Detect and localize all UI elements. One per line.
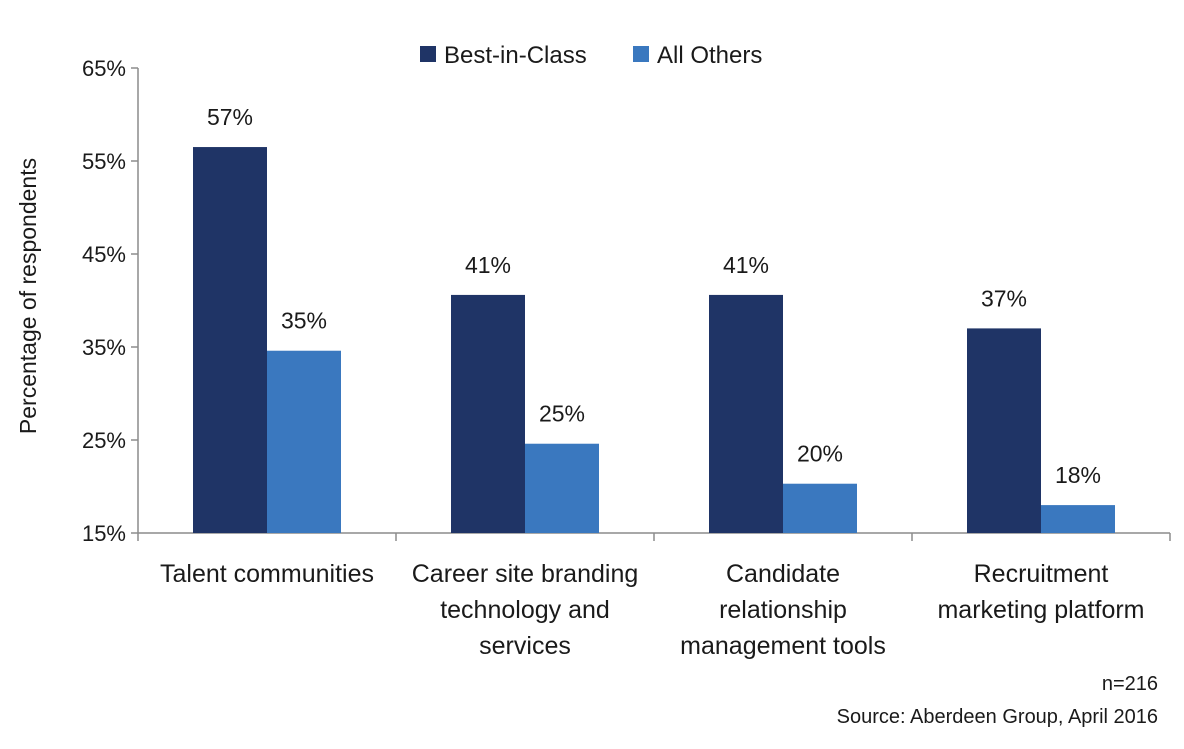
x-tick-label-line: relationship bbox=[719, 596, 847, 624]
data-label: 41% bbox=[465, 252, 511, 278]
legend-swatch bbox=[633, 46, 649, 62]
y-axis-title: Percentage of respondents bbox=[15, 158, 41, 434]
y-tick-label: 65% bbox=[82, 56, 126, 81]
x-tick-label-line: Candidate bbox=[726, 560, 840, 588]
x-tick-label-line: management tools bbox=[680, 632, 886, 660]
legend-label: All Others bbox=[657, 42, 762, 69]
data-label: 37% bbox=[981, 285, 1027, 311]
legend-swatch bbox=[420, 46, 436, 62]
y-tick-label: 25% bbox=[82, 428, 126, 453]
data-label: 20% bbox=[797, 441, 843, 467]
legend-label: Best-in-Class bbox=[444, 42, 587, 69]
bar bbox=[967, 328, 1041, 533]
bar bbox=[267, 350, 341, 533]
bar bbox=[525, 443, 599, 533]
bar bbox=[709, 294, 783, 533]
y-tick-label: 55% bbox=[82, 149, 126, 174]
x-tick-label-line: technology and bbox=[440, 596, 610, 624]
source-note: Source: Aberdeen Group, April 2016 bbox=[837, 706, 1158, 728]
legend: Best-in-Class All Others bbox=[420, 42, 762, 69]
x-tick-label: Career site branding technology and servic… bbox=[412, 560, 639, 660]
bar bbox=[451, 294, 525, 533]
data-label: 25% bbox=[539, 401, 585, 427]
bar bbox=[783, 483, 857, 533]
y-tick-label: 35% bbox=[82, 335, 126, 360]
x-tick-label: Recruitment marketing platform bbox=[937, 560, 1144, 624]
x-tick-label: Talent communities bbox=[160, 560, 374, 588]
axes-group: 15% 25% 35% 45% 55% 65% bbox=[82, 56, 1171, 546]
bar bbox=[1041, 505, 1115, 533]
data-label: 18% bbox=[1055, 462, 1101, 488]
x-tick-label-line: Career site branding bbox=[412, 560, 639, 588]
x-tick-label-line: Recruitment bbox=[974, 560, 1109, 588]
y-tick-label: 45% bbox=[82, 242, 126, 267]
x-tick-label-line: Talent communities bbox=[160, 560, 374, 588]
labels-group: 57% 35% Talent communities 41% 25% Career sit… bbox=[160, 104, 1145, 660]
bar bbox=[193, 147, 267, 534]
x-tick-label: Candidate relationship management tools bbox=[680, 560, 886, 660]
data-label: 57% bbox=[207, 104, 253, 130]
sample-size-note: n=216 bbox=[1102, 673, 1158, 695]
data-label: 35% bbox=[281, 308, 327, 334]
x-tick-label-line: marketing platform bbox=[937, 596, 1144, 624]
bars-group bbox=[193, 147, 1115, 534]
x-tick-label-line: services bbox=[479, 632, 571, 660]
data-label: 41% bbox=[723, 252, 769, 278]
y-tick-label: 15% bbox=[82, 521, 126, 546]
